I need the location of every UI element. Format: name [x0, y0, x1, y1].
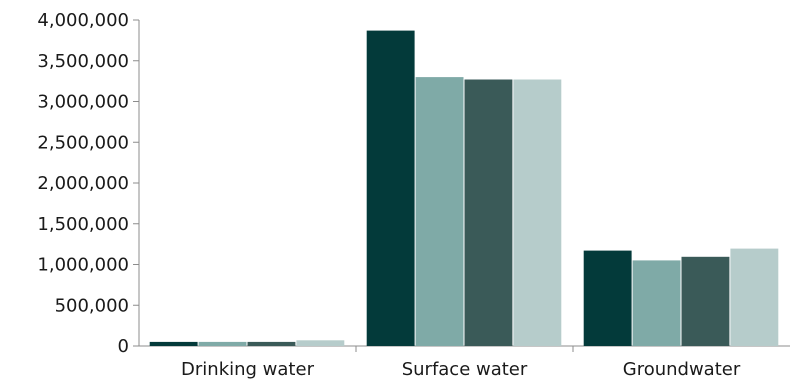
bar	[366, 30, 415, 346]
category-labels: Drinking water Surface water Groundwater	[181, 359, 741, 379]
y-tick-label: 2,500,000	[37, 132, 129, 153]
bar	[730, 248, 779, 346]
bar	[415, 77, 464, 346]
x-category-label: Surface water	[402, 359, 528, 379]
x-axis	[139, 345, 790, 352]
y-tick-label: 1,500,000	[37, 214, 129, 235]
x-category-label: Drinking water	[181, 359, 315, 379]
bar	[513, 79, 562, 346]
y-tick-label: 1,000,000	[37, 255, 129, 276]
y-axis	[133, 19, 140, 347]
bar	[583, 250, 632, 346]
y-tick-label: 0	[118, 336, 129, 357]
y-tick-labels: 0 500,000 1,000,000 1,500,000 2,000,000 2,500…	[37, 10, 129, 357]
y-tick-label: 2,000,000	[37, 173, 129, 194]
bar	[296, 340, 345, 346]
bar	[247, 341, 296, 346]
y-tick-label: 500,000	[55, 295, 129, 316]
bars	[149, 30, 779, 346]
x-category-label: Groundwater	[623, 359, 741, 379]
y-tick-label: 3,000,000	[37, 92, 129, 113]
bar	[198, 341, 247, 346]
bar	[149, 341, 198, 346]
y-tick-label: 4,000,000	[37, 10, 129, 31]
bar	[632, 260, 681, 346]
bar	[681, 256, 730, 346]
y-tick-label: 3,500,000	[37, 51, 129, 72]
bar	[464, 79, 513, 346]
